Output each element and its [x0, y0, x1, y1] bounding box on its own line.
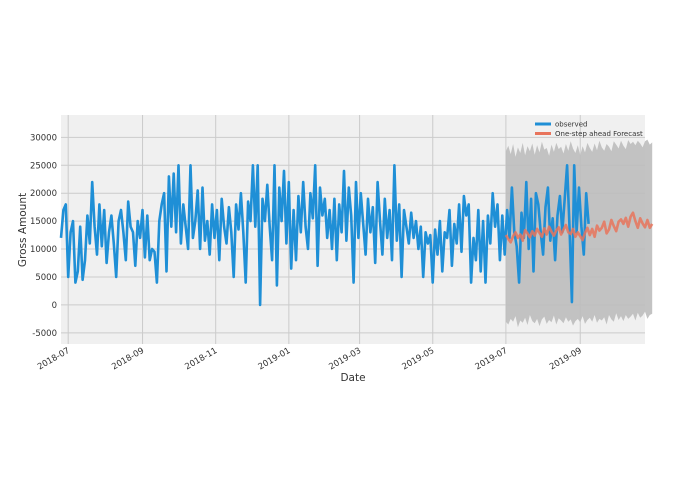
x-axis-label: Date [340, 372, 365, 384]
y-tick-label: 25000 [30, 161, 57, 171]
y-tick-label: 5000 [35, 273, 57, 283]
x-tick-label: 2019-09 [548, 346, 584, 372]
y-tick-label: 10000 [30, 245, 57, 255]
y-tick-label: 0 [52, 301, 57, 311]
legend-label-observed: observed [555, 121, 587, 129]
legend-label-forecast: One-step ahead Forecast [555, 130, 643, 138]
forecast-series-line [504, 211, 654, 244]
y-tick-label: 20000 [30, 189, 57, 199]
x-tick-label: 2019-05 [400, 346, 436, 372]
y-axis-label: Gross Amount [17, 193, 29, 267]
y-axis-ticks: -5000 0 5000 10000 15000 20000 25000 30000 [30, 133, 57, 338]
observed-series-line [59, 164, 590, 307]
x-tick-label: 2019-03 [327, 346, 363, 372]
y-tick-label: 15000 [30, 217, 57, 227]
x-tick-label: 2019-07 [474, 346, 510, 372]
y-tick-label: 30000 [30, 133, 57, 143]
series-lines [59, 164, 654, 307]
y-tick-label: -5000 [32, 329, 57, 339]
x-tick-label: 2019-01 [257, 346, 293, 372]
x-tick-label: 2018-09 [110, 346, 146, 372]
x-axis-ticks: 2018-07 2018-09 2018-11 2019-01 2019-03 2019-… [36, 346, 584, 372]
legend: observed One-step ahead Forecast [535, 121, 643, 138]
x-tick-label: 2018-11 [183, 346, 219, 372]
x-tick-label: 2018-07 [36, 346, 72, 372]
